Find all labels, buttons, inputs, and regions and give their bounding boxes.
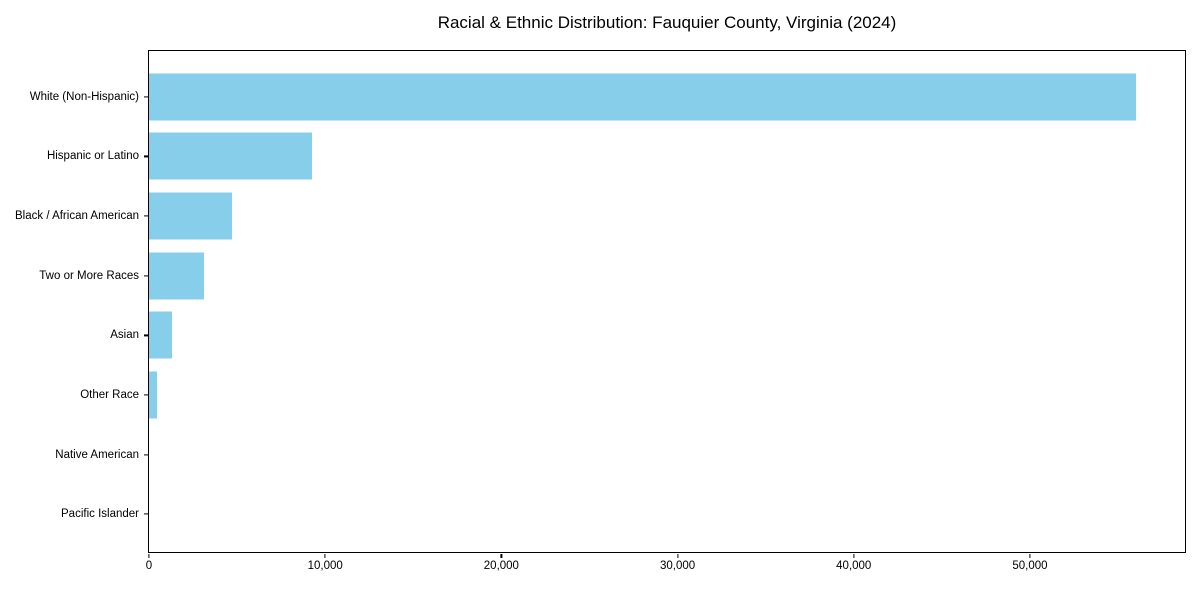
y-axis-label: White (Non-Hispanic): [29, 90, 139, 103]
y-tick-mark: [144, 96, 148, 98]
x-tick-label: 50,000: [1012, 560, 1048, 572]
bar: [149, 73, 1136, 121]
chart-title: Racial & Ethnic Distribution: Fauquier C…: [437, 13, 897, 32]
bar: [149, 252, 204, 300]
y-axis-label: Pacific Islander: [61, 508, 139, 521]
y-tick-mark: [144, 155, 148, 158]
y-tick-mark: [144, 513, 148, 515]
y-axis-label: Black / African American: [15, 210, 139, 223]
chart-row: Hispanic or Latino: [47, 127, 1185, 187]
y-axis-label: Native American: [55, 448, 139, 461]
plot-area: White (Non-Hispanic) Hispanic or Latino Bl…: [15, 50, 1186, 572]
x-tick-mark: [324, 554, 326, 558]
chart-row: Black / African American: [15, 186, 1185, 246]
x-tick-label: 30,000: [659, 560, 696, 572]
x-tick-mark: [676, 554, 679, 558]
y-tick-mark: [144, 453, 148, 456]
y-tick-mark: [144, 334, 148, 336]
x-tick-label: 0: [145, 560, 153, 572]
bar: [149, 311, 172, 359]
bar: [149, 192, 232, 240]
chart-row: White (Non-Hispanic): [30, 67, 1185, 127]
bar: [149, 132, 312, 180]
y-tick-mark: [144, 275, 148, 277]
x-tick-mark: [853, 554, 855, 558]
chart-row: Pacific Islander: [61, 484, 1185, 544]
y-axis-label: Two or More Races: [39, 269, 139, 282]
x-axis: 0 10,000 20,000 30,000 40,000 50,000: [146, 51, 1185, 572]
y-tick-mark: [144, 394, 148, 396]
x-tick-mark: [1029, 554, 1031, 558]
x-tick-label: 20,000: [483, 560, 519, 572]
y-axis-label: Other Race: [80, 388, 139, 401]
chart-row: Two or More Races: [39, 246, 1185, 306]
y-axis-label: Asian: [110, 329, 139, 342]
x-tick-label: 10,000: [307, 560, 343, 572]
x-tick-mark: [148, 554, 150, 558]
y-axis-label: Hispanic or Latino: [46, 150, 139, 163]
bar: [149, 371, 157, 419]
bars-container: White (Non-Hispanic) Hispanic or Latino Bl…: [15, 67, 1185, 544]
chart-row: Asian: [110, 306, 1185, 366]
y-tick-mark: [144, 215, 148, 217]
x-tick-mark: [500, 554, 502, 558]
chart-row: Other Race: [80, 365, 1185, 425]
chart-row: Native American: [55, 425, 1185, 485]
x-tick-label: 40,000: [836, 560, 872, 572]
